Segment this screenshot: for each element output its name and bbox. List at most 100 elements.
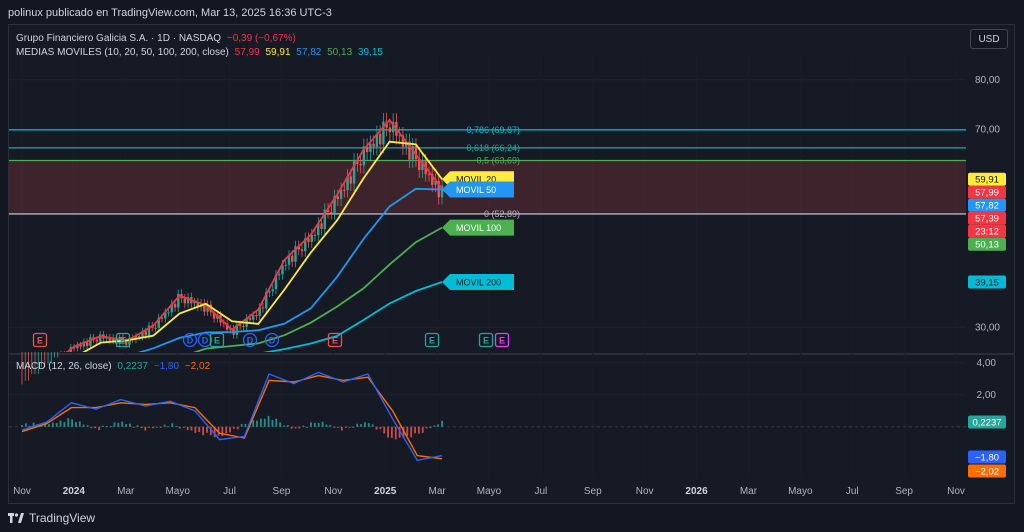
candle-body (294, 246, 297, 262)
candle-body (307, 238, 310, 242)
candle-body (186, 297, 190, 304)
event-marker-shape (494, 332, 510, 348)
macd-histogram-bar (48, 424, 50, 427)
macd-histogram-bar (59, 420, 62, 427)
macd-histogram-bar (213, 426, 216, 438)
macd-histogram-bar (229, 426, 231, 433)
candle-body (164, 312, 167, 319)
price-tag: 23:12 (968, 224, 1006, 238)
macd-histogram-bar (152, 426, 154, 429)
macd-histogram-bar (402, 426, 405, 439)
ma-legend: MEDIAS MOVILES (10, 20, 50, 100, 200, cl… (16, 47, 386, 58)
macd-histogram-bar (182, 426, 185, 428)
candle-body (196, 302, 200, 307)
event-marker: E (32, 332, 48, 348)
candle-body (287, 255, 291, 265)
macd-histogram-bar (441, 420, 443, 427)
macd-histogram-bar (63, 422, 66, 427)
macd-histogram-bar (233, 426, 235, 429)
currency-button[interactable]: USD (970, 29, 1008, 49)
ma10-value: 57,99 (234, 47, 260, 58)
date-axis-tick: Mayo (477, 486, 502, 497)
event-marker-shape (115, 332, 131, 348)
macd-histogram-bar (306, 426, 309, 428)
macd-histogram-bar (367, 423, 370, 427)
macd-histogram-bar (302, 425, 305, 427)
event-marker-shape (32, 332, 48, 348)
macd-legend: MACD (12, 26, close) 0,2237 −1,80 −2,02 (16, 361, 213, 372)
price-axis-tick: 70,00 (975, 124, 1000, 135)
macd-histogram-bar (159, 426, 162, 428)
macd-histogram-bar (352, 426, 355, 428)
macd-signal-value: −2,02 (184, 361, 211, 372)
macd-histogram-bar (98, 426, 100, 431)
event-marker-shape (209, 332, 225, 348)
ma-callout-label: MOVIL 20 (456, 175, 496, 185)
event-marker-shape (182, 332, 198, 348)
candle-body (431, 174, 434, 185)
date-axis-tick: Sep (895, 486, 913, 497)
candle-body (173, 303, 177, 308)
date-axis-tick: Mar (428, 486, 446, 497)
macd-histogram-bar (298, 426, 301, 429)
macd-histogram-bar (259, 418, 262, 427)
candle-body (209, 304, 213, 313)
macd-histogram-bar (429, 426, 432, 429)
date-axis-tick: Jul (223, 486, 236, 497)
candle-body (310, 234, 313, 242)
macd-tag-bg (968, 450, 1006, 464)
macd-signal-line (21, 374, 443, 460)
ma10-line (65, 118, 443, 352)
event-marker-label: D (187, 336, 194, 346)
candle-body (271, 289, 274, 292)
candle-body (268, 291, 271, 293)
macd-histogram-bar (75, 422, 77, 427)
macd-histogram-bar (329, 424, 332, 427)
event-marker-label: E (214, 336, 220, 346)
macd-histogram-bar (190, 426, 193, 431)
macd-histogram-bar (437, 424, 440, 427)
event-marker-label: E (483, 336, 489, 346)
candle-body (225, 323, 229, 330)
ma-callout: MOVIL 200 (442, 273, 514, 290)
event-marker: D (242, 332, 258, 348)
candle-body (349, 176, 353, 184)
candle-body (336, 196, 340, 200)
ma-callout-label: MOVIL 50 (456, 185, 496, 195)
date-axis-tick: 2025 (374, 486, 397, 497)
macd-histogram-bar (387, 426, 389, 438)
price-tag: 57,39 (968, 211, 1006, 225)
macd-histogram-bar (209, 426, 212, 436)
macd-histogram-bar (148, 426, 151, 428)
macd-histogram-bar (371, 424, 374, 427)
candle-body (388, 127, 392, 133)
candle-body (212, 312, 216, 319)
candle-body (177, 293, 180, 308)
event-marker-label: D (269, 336, 276, 346)
candle-body (183, 298, 186, 304)
candle-body (82, 341, 86, 347)
ma-callout-box (442, 181, 514, 198)
macd-legend-label: MACD (12, 26, close) (16, 361, 112, 372)
macd-histogram-bar (337, 426, 339, 428)
ma200-value: 39,15 (357, 47, 383, 58)
price-tag-bg (968, 172, 1006, 186)
price-tag: 57,99 (968, 185, 1006, 199)
macd-histogram-bar (90, 426, 93, 429)
macd-histogram-bar (340, 426, 343, 431)
macd-histogram-bar (109, 426, 112, 428)
event-marker-label: E (429, 336, 435, 346)
macd-histogram-bar (94, 426, 97, 429)
macd-histogram-bar (21, 425, 23, 427)
macd-histogram-bar (206, 426, 208, 433)
candle-body (85, 341, 89, 347)
ma-callout-label: MOVIL 100 (456, 223, 501, 233)
macd-histogram-bar (136, 425, 139, 427)
candle-body (274, 274, 278, 290)
candle-body (369, 143, 372, 152)
candle-body (89, 337, 92, 347)
candle-body (411, 145, 414, 160)
date-axis-tick: Mayo (165, 486, 190, 497)
macd-histogram-bar (333, 426, 336, 428)
